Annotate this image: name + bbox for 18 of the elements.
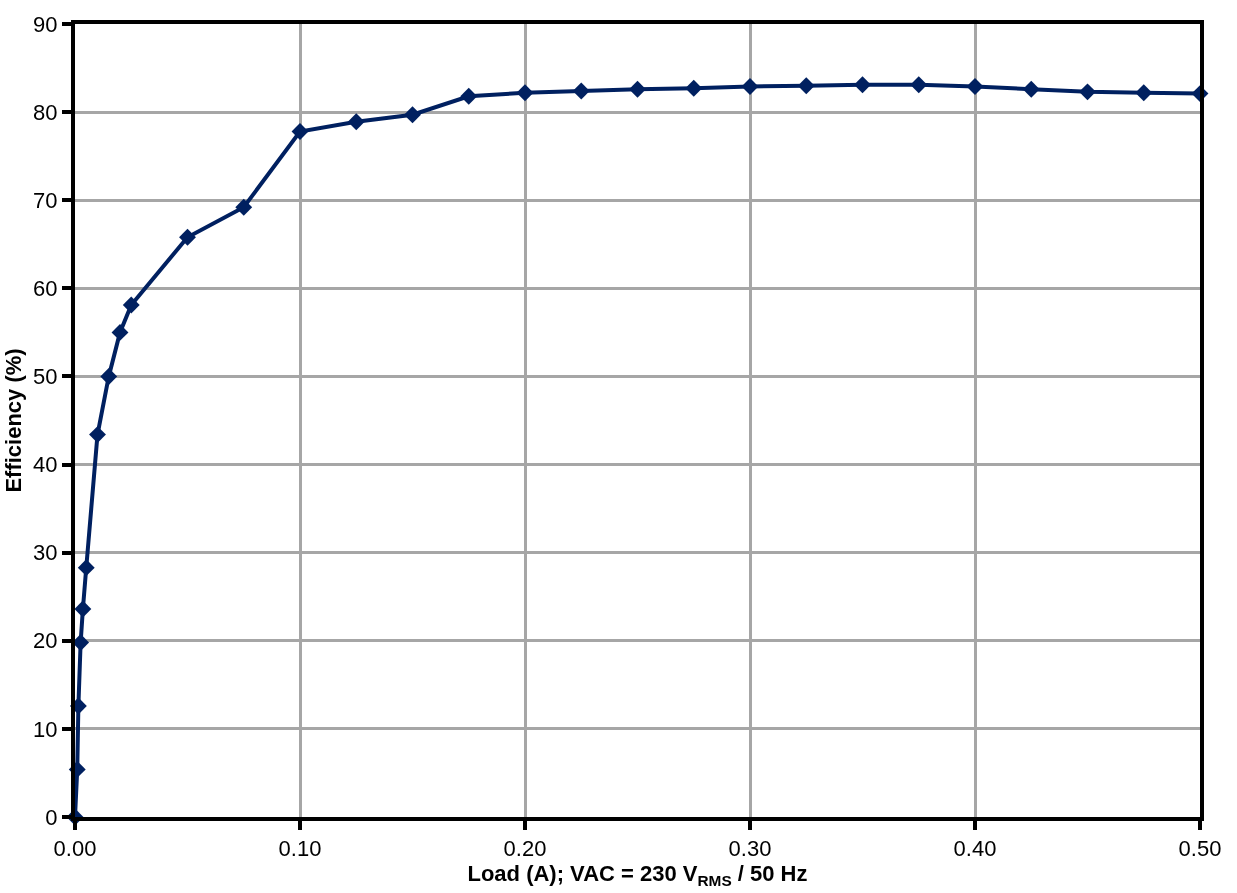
- y-tick-label: 50: [33, 364, 58, 390]
- x-tick-label: 0.40: [953, 836, 997, 862]
- y-tick-label: 60: [33, 276, 58, 302]
- x-tick-label: 0.20: [503, 836, 547, 862]
- y-tick-label: 0: [45, 804, 58, 830]
- y-tick-label: 10: [33, 716, 58, 742]
- x-axis-title: Load (A); VAC = 230 V$_{RMS}$ / 50 Hz: [467, 861, 808, 890]
- y-tick-label: 90: [33, 11, 58, 37]
- y-tick-label: 20: [33, 628, 58, 654]
- y-axis-title: Efficiency (%): [1, 348, 27, 493]
- y-tick-label: 70: [33, 187, 58, 213]
- y-tick-label: 80: [33, 99, 58, 125]
- y-tick-label: 30: [33, 540, 58, 566]
- x-tick-label: 0.30: [728, 836, 772, 862]
- x-tick-label: 0.00: [53, 836, 97, 862]
- y-tick-label: 40: [33, 452, 58, 478]
- x-tick-label: 0.50: [1178, 836, 1222, 862]
- x-tick-label: 0.10: [278, 836, 322, 862]
